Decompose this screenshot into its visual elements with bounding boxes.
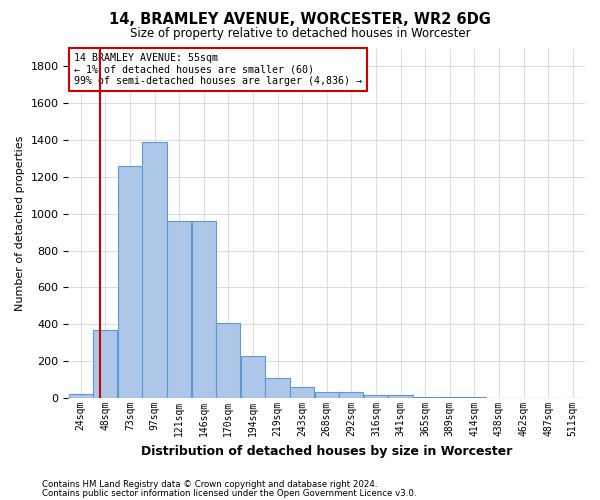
Bar	[93, 330, 118, 398]
Bar	[241, 356, 265, 398]
Bar	[388, 396, 413, 398]
Bar	[364, 396, 388, 398]
Bar	[413, 396, 437, 398]
Text: Contains HM Land Registry data © Crown copyright and database right 2024.: Contains HM Land Registry data © Crown c…	[42, 480, 377, 489]
Bar	[290, 387, 314, 398]
Text: 14, BRAMLEY AVENUE, WORCESTER, WR2 6DG: 14, BRAMLEY AVENUE, WORCESTER, WR2 6DG	[109, 12, 491, 28]
Bar	[339, 392, 364, 398]
Text: Size of property relative to detached houses in Worcester: Size of property relative to detached ho…	[130, 28, 470, 40]
Bar	[216, 324, 241, 398]
Text: Contains public sector information licensed under the Open Government Licence v3: Contains public sector information licen…	[42, 488, 416, 498]
Text: 14 BRAMLEY AVENUE: 55sqm
← 1% of detached houses are smaller (60)
99% of semi-de: 14 BRAMLEY AVENUE: 55sqm ← 1% of detache…	[74, 53, 362, 86]
Bar	[118, 166, 142, 398]
Bar	[142, 142, 167, 398]
Bar	[191, 221, 216, 398]
Y-axis label: Number of detached properties: Number of detached properties	[15, 135, 25, 310]
Bar	[68, 394, 93, 398]
Bar	[437, 396, 462, 398]
Bar	[265, 378, 290, 398]
X-axis label: Distribution of detached houses by size in Worcester: Distribution of detached houses by size …	[141, 444, 512, 458]
Bar	[462, 397, 487, 398]
Bar	[167, 221, 191, 398]
Bar	[314, 392, 339, 398]
